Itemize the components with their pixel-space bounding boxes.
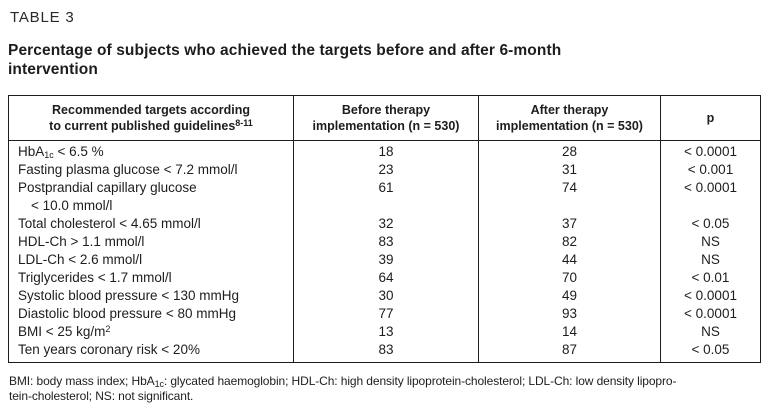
table-row: HDL-Ch > 1.1 mmol/l 83 82 NS — [9, 233, 761, 251]
before-value-cell: 30 — [293, 287, 479, 305]
table-row: Systolic blood pressure < 130 mmHg 30 49… — [9, 287, 761, 305]
table-header-row: Recommended targets according to current… — [8, 95, 761, 141]
before-value-cell: 64 — [293, 269, 479, 287]
column-header-targets: Recommended targets according to current… — [8, 95, 294, 141]
table-row: Triglycerides < 1.7 mmol/l 64 70 < 0.01 — [9, 269, 761, 287]
table-row: Postprandial capillary glucose < 10.0 mmo… — [9, 179, 761, 215]
table-title: Percentage of subjects who achieved the … — [8, 42, 562, 78]
p-value-cell: < 0.0001 — [660, 305, 761, 323]
before-value-cell: 13 — [293, 323, 479, 341]
p-value-cell: NS — [660, 251, 761, 269]
after-value-cell: 82 — [478, 233, 661, 251]
footnote: BMI: body mass index; HbA1c: glycated ha… — [9, 374, 677, 403]
table-row: Diastolic blood pressure < 80 mmHg 77 93… — [9, 305, 761, 323]
column-header-targets-line2: to current published guidelines8-11 — [49, 118, 253, 134]
table-body: HbA1c < 6.5 % 18 28 < 0.0001 Fasting pla… — [9, 140, 761, 363]
after-value-cell: 31 — [478, 161, 661, 179]
after-value-cell: 74 — [478, 179, 661, 215]
before-value-cell: 83 — [293, 233, 479, 251]
p-value-cell: NS — [660, 323, 761, 341]
table-number-label: TABLE 3 — [10, 9, 75, 26]
p-value-cell: < 0.0001 — [660, 140, 761, 161]
guidelines-reference-superscript: 8-11 — [235, 118, 253, 128]
before-value-cell: 39 — [293, 251, 479, 269]
target-label-cell: Ten years coronary risk < 20% — [18, 342, 200, 357]
results-table: Recommended targets according to current… — [8, 95, 761, 363]
column-header-after-therapy: After therapy implementation (n = 530) — [478, 95, 661, 141]
after-value-cell: 44 — [478, 251, 661, 269]
column-header-targets-line1: Recommended targets according — [52, 103, 250, 117]
target-label-cell: HbA1c < 6.5 % — [18, 144, 104, 160]
after-value-cell: 87 — [478, 341, 661, 363]
before-value-cell: 83 — [293, 341, 479, 363]
table-row: HbA1c < 6.5 % 18 28 < 0.0001 — [9, 140, 761, 161]
column-header-before-therapy: Before therapy implementation (n = 530) — [293, 95, 479, 141]
after-value-cell: 28 — [478, 140, 661, 161]
before-value-cell: 32 — [293, 215, 479, 233]
after-value-cell: 49 — [478, 287, 661, 305]
after-value-cell: 14 — [478, 323, 661, 341]
target-label-cell: Total cholesterol < 4.65 mmol/l — [18, 216, 201, 231]
target-label-cell: Postprandial capillary glucose < 10.0 mmo… — [18, 180, 197, 213]
target-label-cell: Fasting plasma glucose < 7.2 mmol/l — [18, 162, 238, 177]
table-row: Fasting plasma glucose < 7.2 mmol/l 23 3… — [9, 161, 761, 179]
target-label-cell: LDL-Ch < 2.6 mmol/l — [18, 252, 143, 267]
before-value-cell: 18 — [293, 140, 479, 161]
p-value-cell: < 0.0001 — [660, 287, 761, 305]
column-header-p-value: p — [660, 95, 761, 141]
before-value-cell: 77 — [293, 305, 479, 323]
p-value-cell: < 0.0001 — [660, 179, 761, 215]
table-row: Ten years coronary risk < 20% 83 87 < 0.… — [9, 341, 761, 363]
p-value-cell: < 0.05 — [660, 215, 761, 233]
target-label-cell: HDL-Ch > 1.1 mmol/l — [18, 234, 145, 249]
target-label-cell: Systolic blood pressure < 130 mmHg — [18, 288, 239, 303]
table-row: BMI < 25 kg/m2 13 14 NS — [9, 323, 761, 341]
before-value-cell: 23 — [293, 161, 479, 179]
table-row: LDL-Ch < 2.6 mmol/l 39 44 NS — [9, 251, 761, 269]
before-value-cell: 61 — [293, 179, 479, 215]
after-value-cell: 70 — [478, 269, 661, 287]
p-value-cell: NS — [660, 233, 761, 251]
p-value-cell: < 0.001 — [660, 161, 761, 179]
target-label-cell: Triglycerides < 1.7 mmol/l — [18, 270, 172, 285]
table-row: Total cholesterol < 4.65 mmol/l 32 37 < … — [9, 215, 761, 233]
target-label-cell: BMI < 25 kg/m2 — [18, 324, 111, 339]
p-value-cell: < 0.01 — [660, 269, 761, 287]
target-label-cell: Diastolic blood pressure < 80 mmHg — [18, 306, 236, 321]
p-value-cell: < 0.05 — [660, 341, 761, 363]
after-value-cell: 37 — [478, 215, 661, 233]
after-value-cell: 93 — [478, 305, 661, 323]
